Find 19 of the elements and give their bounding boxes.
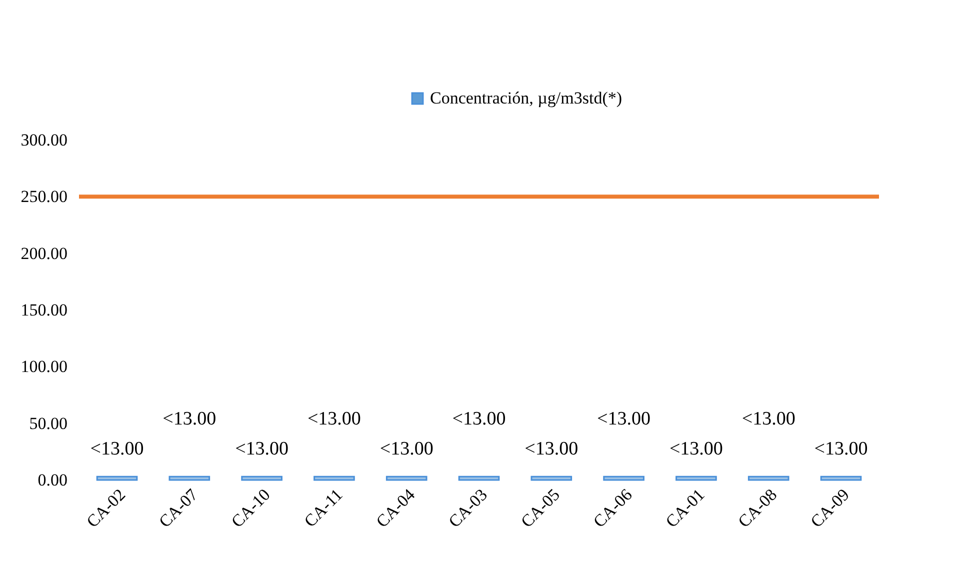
data-label: <13.00 — [235, 438, 289, 460]
y-tick-label: 200.00 — [20, 244, 68, 263]
y-tick-label: 150.00 — [20, 300, 68, 320]
data-label: <13.00 — [742, 408, 796, 430]
data-label: <13.00 — [90, 438, 144, 460]
y-tick-label: 250.00 — [20, 187, 68, 206]
data-label: <13.00 — [597, 408, 651, 430]
data-label: <13.00 — [162, 408, 216, 430]
y-tick-label: 50.00 — [29, 414, 68, 433]
data-label: <13.00 — [452, 408, 506, 430]
y-tick-label: 100.00 — [20, 357, 68, 376]
y-tick-label: 300.00 — [20, 130, 68, 150]
data-label: <13.00 — [524, 438, 578, 460]
legend-label: Concentración, µg/m3std(*) — [430, 88, 622, 108]
data-label: <13.00 — [307, 408, 361, 430]
data-label: <13.00 — [669, 438, 723, 460]
y-tick-label: 0.00 — [38, 470, 68, 490]
data-label: <13.00 — [814, 438, 868, 460]
data-label: <13.00 — [380, 438, 434, 460]
